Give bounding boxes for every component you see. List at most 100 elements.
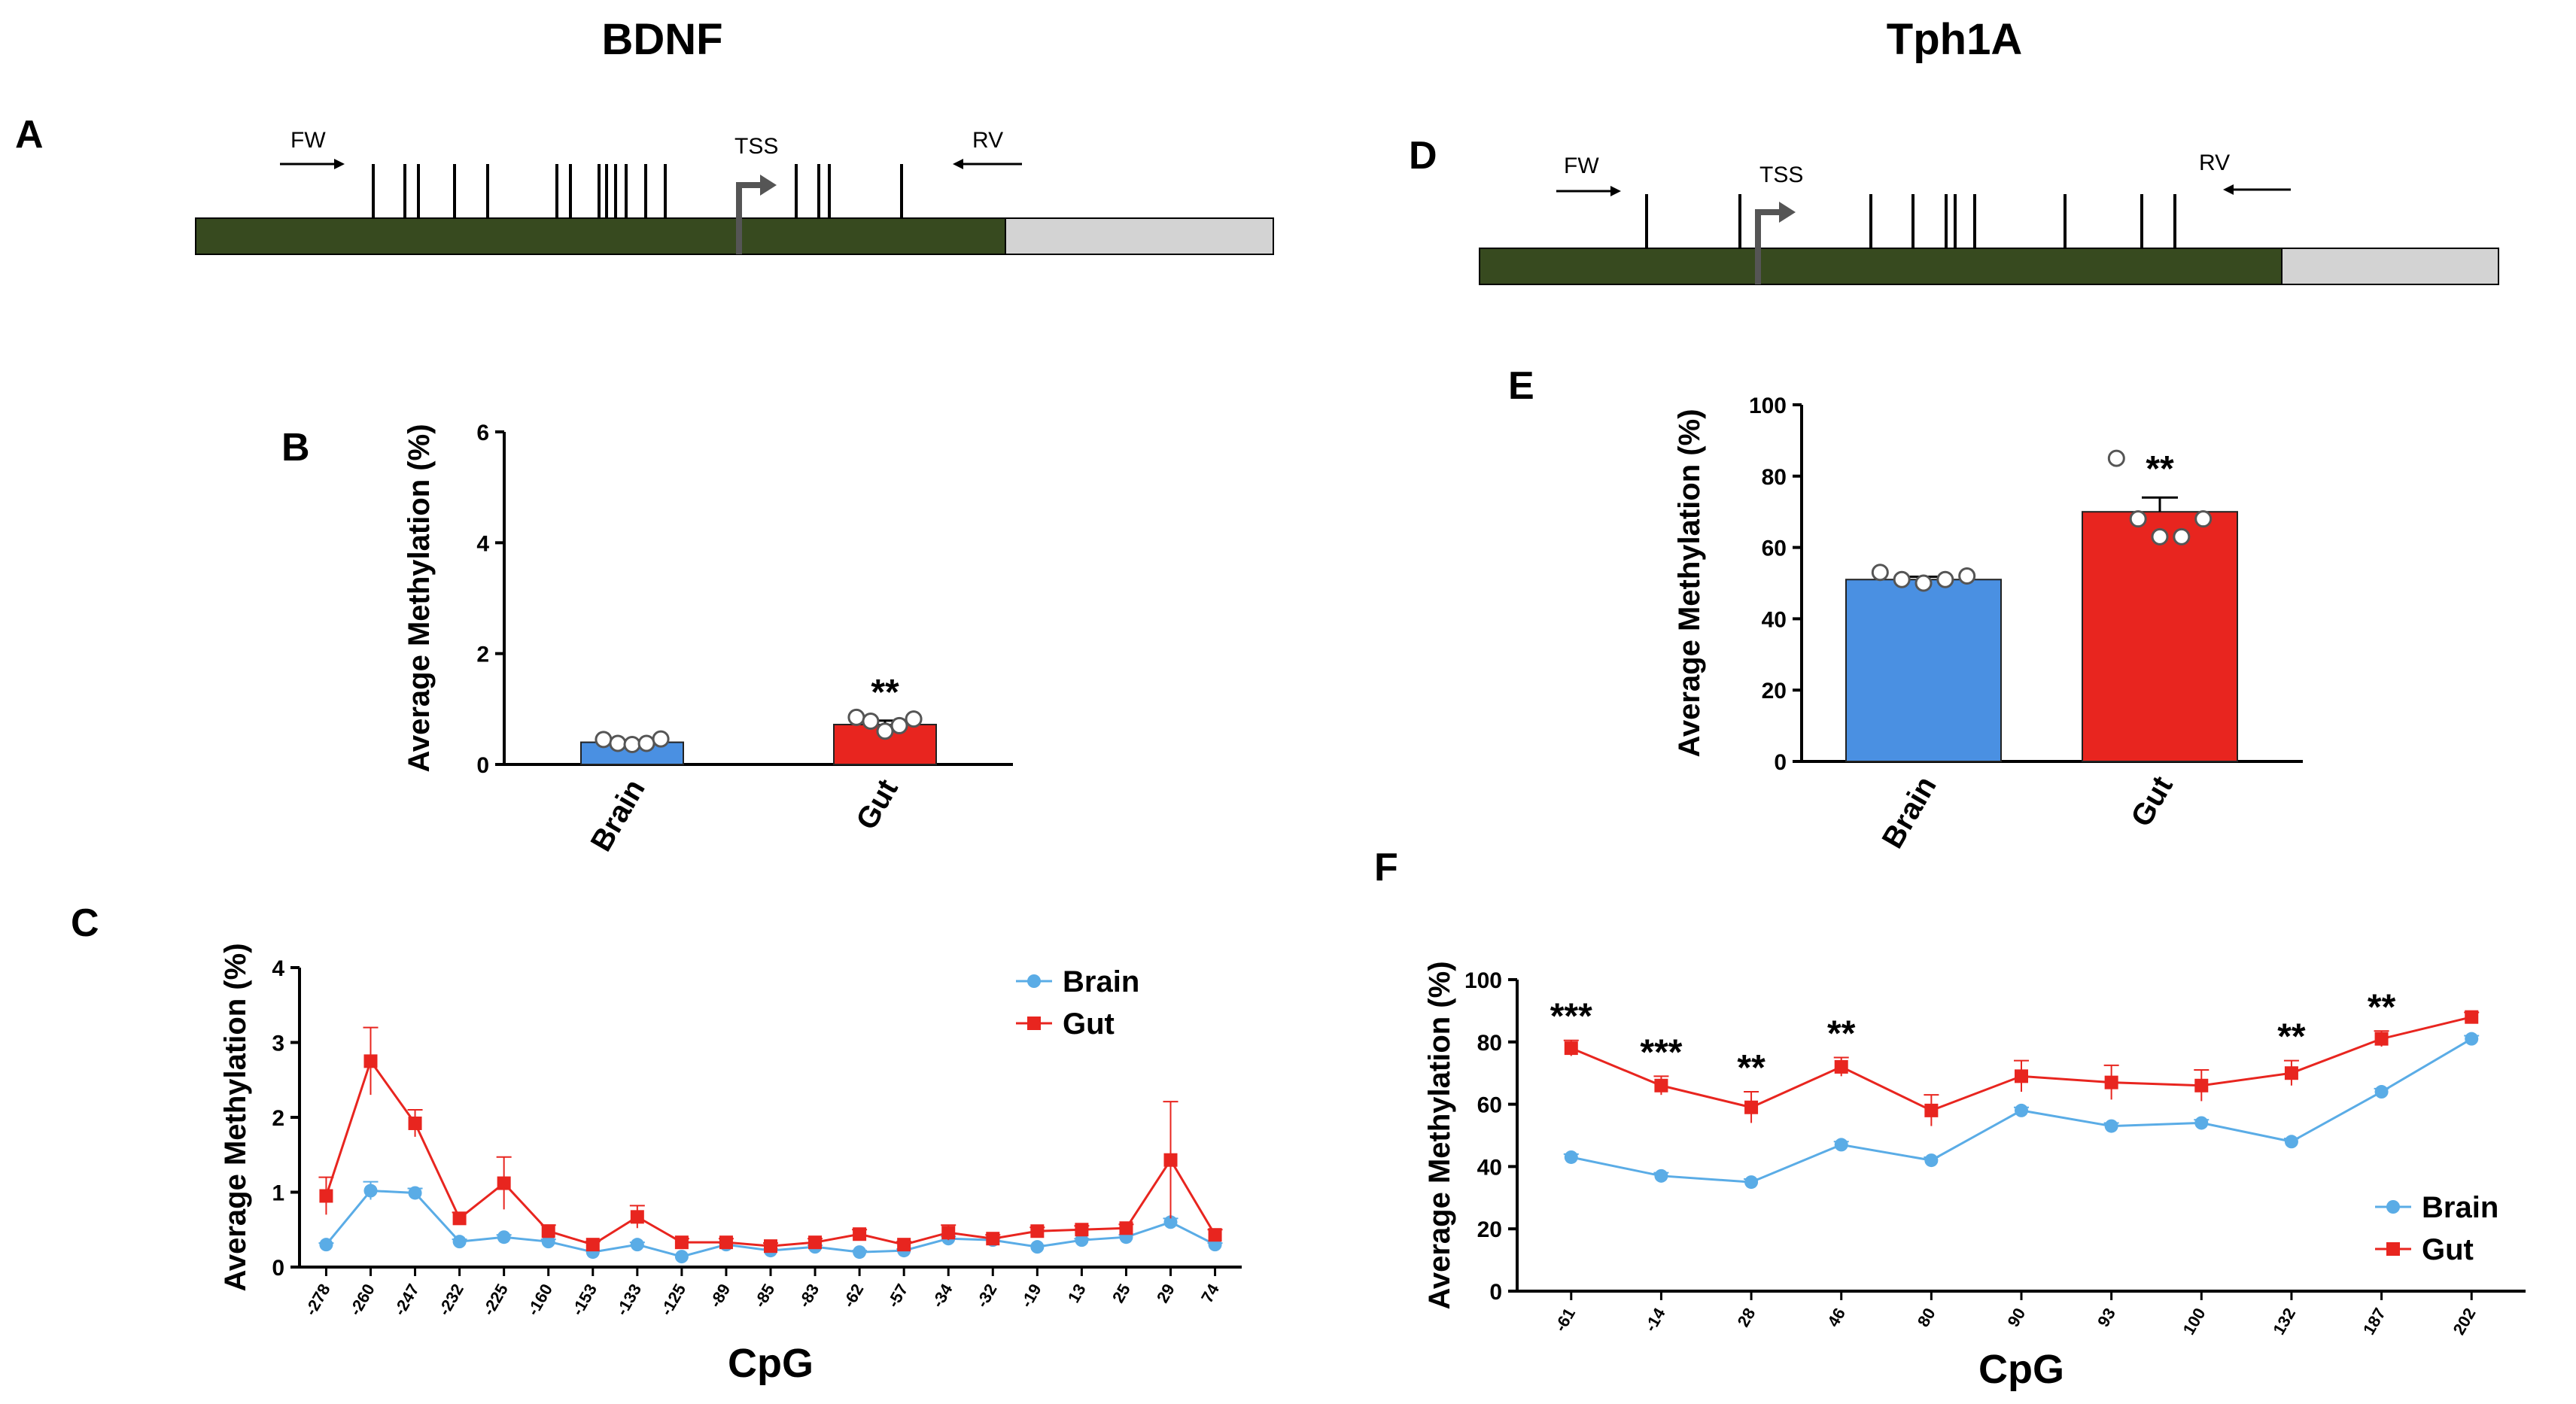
y-tick-label: 4 <box>272 956 284 981</box>
x-tick-label: -232 <box>434 1281 467 1319</box>
y-tick-label: 40 <box>1477 1155 1502 1180</box>
x-tick-label: -278 <box>301 1281 334 1319</box>
legend-marker <box>1027 974 1041 988</box>
chart-f-tph1a-cpg: 0 20 40 60 80 100 Average Methylation (%) -61 -1… <box>1423 961 2526 1392</box>
tss-label: TSS <box>1759 163 1803 187</box>
data-point <box>652 730 670 748</box>
promoter-region <box>1479 248 1759 285</box>
data-point <box>2284 1135 2298 1149</box>
panel-label-c: C <box>71 901 99 945</box>
x-tick-label: 90 <box>2003 1305 2029 1330</box>
tss-label: TSS <box>734 134 778 159</box>
data-point <box>609 734 627 752</box>
data-point <box>890 716 908 734</box>
x-category-label: Brain <box>1876 771 1943 855</box>
legend: Brain Gut <box>2375 1191 2498 1266</box>
significance-marker: ** <box>2368 987 2396 1027</box>
data-point <box>637 734 655 752</box>
data-point <box>1834 1059 1848 1074</box>
y-tick-label: 0 <box>1774 750 1787 775</box>
chart-b-bdnf-average: 0 2 4 6 Average Methylation (%) Brain ** Gut <box>403 421 1013 857</box>
data-point <box>1958 567 1976 585</box>
significance-marker: ** <box>2277 1017 2306 1057</box>
data-point <box>808 1235 823 1250</box>
data-point <box>941 1226 956 1240</box>
rv-primer-label: RV <box>2199 150 2230 175</box>
rv-primer-label: RV <box>972 128 1003 153</box>
x-tick-label: 202 <box>2450 1305 2480 1338</box>
data-point <box>1030 1240 1045 1254</box>
y-tick-label: 4 <box>476 531 489 556</box>
series-gut <box>1563 1010 2480 1126</box>
y-axis-title: Average Methylation (%) <box>1673 409 1706 757</box>
title-bdnf: BDNF <box>601 15 722 64</box>
x-tick-label: -14 <box>1641 1304 1669 1335</box>
fw-primer-arrowhead-icon <box>334 159 345 169</box>
x-tick-label: 46 <box>1823 1305 1849 1330</box>
data-point <box>905 710 923 728</box>
data-point <box>2129 510 2147 528</box>
x-tick-label: -32 <box>972 1281 1001 1311</box>
data-point <box>541 1235 555 1249</box>
tss-arrow-icon <box>736 182 762 254</box>
x-tick-label: -260 <box>345 1281 379 1319</box>
y-tick-label: 100 <box>1464 968 1502 993</box>
cpg-sites <box>372 164 903 218</box>
significance-marker: *** <box>1640 1032 1682 1072</box>
x-tick-label: 187 <box>2359 1305 2389 1338</box>
data-point <box>630 1238 644 1252</box>
x-axis-title: CpG <box>1978 1347 2064 1392</box>
rv-primer-arrowhead-icon <box>953 159 963 169</box>
x-tick-label: -89 <box>706 1281 734 1311</box>
data-point <box>1564 1150 1578 1164</box>
x-tick-label: 100 <box>2179 1305 2210 1338</box>
data-point <box>847 708 865 726</box>
y-tick-label: 2 <box>476 643 489 667</box>
data-point <box>1208 1228 1222 1242</box>
legend-label-gut: Gut <box>2422 1233 2474 1266</box>
legend-label-brain: Brain <box>2422 1191 2498 1224</box>
data-point <box>1163 1153 1178 1167</box>
data-point <box>862 713 880 731</box>
data-point <box>1744 1175 1759 1190</box>
data-point <box>630 1210 644 1224</box>
y-axis-title: Average Methylation (%) <box>403 424 436 772</box>
data-point <box>1893 570 1911 588</box>
x-tick-label: -61 <box>1551 1305 1580 1335</box>
significance-marker: ** <box>2146 449 2174 489</box>
data-point <box>497 1176 511 1190</box>
data-point <box>674 1250 689 1264</box>
tss-arrowhead-icon <box>760 175 777 196</box>
data-point <box>897 1238 911 1252</box>
data-point <box>1075 1233 1089 1247</box>
promoter-region-after-tss <box>1757 248 2283 285</box>
x-tick-label: -225 <box>479 1281 512 1319</box>
data-point <box>2194 1116 2209 1130</box>
data-point <box>2465 1032 2479 1046</box>
legend-label-brain: Brain <box>1063 965 1139 998</box>
data-point <box>2194 1078 2209 1093</box>
data-point <box>623 735 641 753</box>
legend-label-gut: Gut <box>1063 1007 1115 1041</box>
data-point <box>585 1238 600 1252</box>
x-tick-label: 74 <box>1197 1280 1223 1305</box>
data-point <box>2374 1032 2389 1046</box>
x-tick-label: -133 <box>612 1281 645 1319</box>
x-tick-label: -85 <box>750 1281 779 1311</box>
data-point <box>2107 449 2125 467</box>
bar-gut <box>2082 511 2238 762</box>
significance-marker: ** <box>1827 1014 1856 1054</box>
data-point <box>2104 1075 2118 1089</box>
chart-c-bdnf-cpg: 0 1 2 3 4 Average Methylation (%) -278 -260 -247… <box>219 943 1242 1386</box>
panel-label-e: E <box>1508 364 1534 408</box>
y-axis-title: Average Methylation (%) <box>1423 961 1456 1309</box>
x-tick-label: 93 <box>2094 1305 2119 1330</box>
x-tick-label: 80 <box>1914 1305 1939 1330</box>
bar-brain <box>1845 579 2002 763</box>
data-point <box>1654 1078 1668 1093</box>
data-point <box>363 1184 378 1198</box>
legend: Brain Gut <box>1016 965 1139 1041</box>
data-point <box>853 1227 867 1241</box>
panel-label-a: A <box>15 113 44 157</box>
